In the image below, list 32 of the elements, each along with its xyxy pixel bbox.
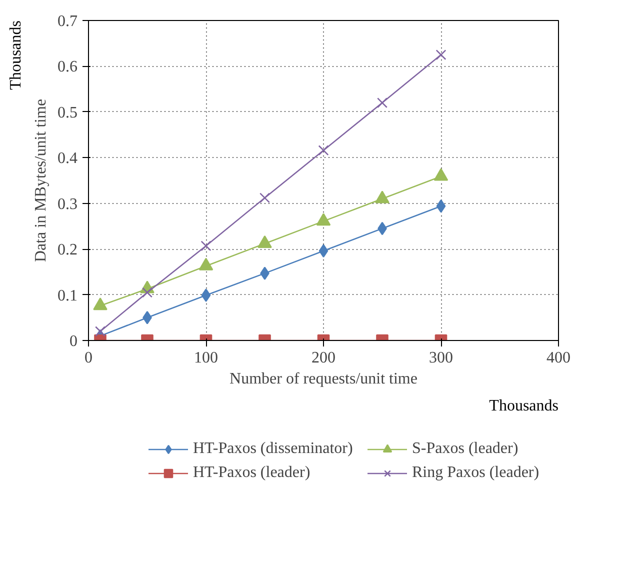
legend-label: Ring Paxos (leader) xyxy=(412,464,540,482)
point xyxy=(377,98,388,108)
point xyxy=(258,235,272,248)
legend-label: HT-Paxos (leader) xyxy=(193,464,312,482)
text: Thousands xyxy=(489,398,558,414)
point xyxy=(436,199,446,213)
y-tick-label: 0.7 xyxy=(58,13,78,30)
x-axis-title: Number of requests/unit time xyxy=(230,370,418,388)
point xyxy=(434,168,448,181)
legend-label: S-Paxos (leader) xyxy=(412,440,520,458)
y-axis-title: Data in MBytes/unit time xyxy=(32,98,50,262)
point xyxy=(198,258,214,270)
y-tick-label: 0.4 xyxy=(58,150,78,168)
x-tick-label: 0 xyxy=(84,350,92,366)
point xyxy=(93,298,108,310)
y-tick-label: 0.2 xyxy=(58,242,78,259)
text: Thousands xyxy=(8,20,24,90)
point xyxy=(375,190,390,204)
y-tick-label: 0 xyxy=(70,333,78,350)
y-tick-label: 0.3 xyxy=(58,196,78,213)
point xyxy=(436,50,446,60)
legend-label: HT-Paxos (disseminator) xyxy=(193,440,354,458)
x-tick-label: 300 xyxy=(429,350,453,366)
y-tick-label: 0.6 xyxy=(58,58,78,76)
point xyxy=(260,192,270,204)
y-tick-label: 0.1 xyxy=(58,287,78,304)
y-tick-label: 0.5 xyxy=(58,104,78,122)
x-tick-label: 100 xyxy=(194,350,218,366)
x-tick-label: 400 xyxy=(546,350,570,366)
x-tick-label: 200 xyxy=(312,350,336,366)
point xyxy=(316,213,331,226)
point xyxy=(318,145,329,156)
